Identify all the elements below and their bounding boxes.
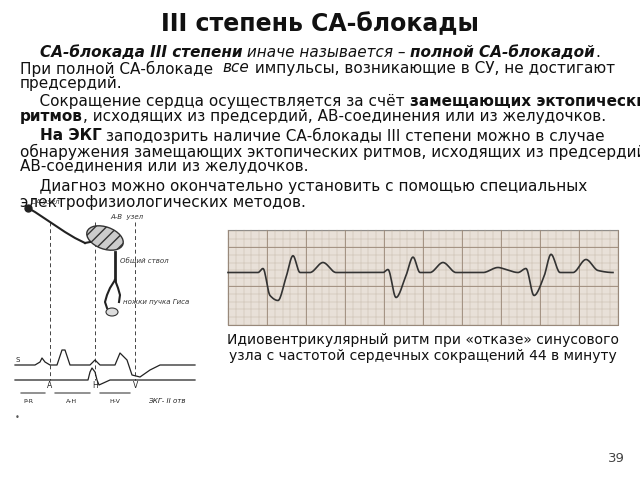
Text: иначе называется –: иначе называется –	[242, 45, 410, 60]
Ellipse shape	[87, 226, 124, 250]
Text: A-H: A-H	[67, 399, 77, 404]
Text: При полной СА-блокаде: При полной СА-блокаде	[20, 60, 223, 77]
Text: H: H	[92, 381, 98, 390]
Text: Диагноз можно окончательно установить с помощью специальных: Диагноз можно окончательно установить с …	[20, 179, 588, 194]
Text: H-V: H-V	[109, 399, 120, 404]
Text: ЭКГ- II отв: ЭКГ- II отв	[148, 398, 186, 404]
Text: Идиовентрикулярный ритм при «отказе» синусового
узла с частотой сердечных сокращ: Идиовентрикулярный ритм при «отказе» син…	[227, 333, 619, 363]
Text: полной СА-блокадой: полной СА-блокадой	[410, 45, 595, 60]
Text: все: все	[223, 60, 250, 75]
Text: •: •	[15, 413, 20, 422]
Text: СА узел: СА узел	[31, 199, 60, 205]
Text: СА-блокада III степени: СА-блокада III степени	[40, 45, 242, 60]
Text: ножки пучка Гиса: ножки пучка Гиса	[123, 299, 189, 305]
Text: Общий ствол: Общий ствол	[120, 258, 168, 264]
Text: заподозрить наличие СА-блокады III степени можно в случае: заподозрить наличие СА-блокады III степе…	[101, 128, 605, 144]
Text: На ЭКГ: На ЭКГ	[40, 128, 101, 143]
Ellipse shape	[106, 308, 118, 316]
Text: .: .	[595, 45, 600, 60]
Text: предсердий.: предсердий.	[20, 76, 123, 91]
Text: обнаружения замещающих эктопических ритмов, исходящих из предсердий,: обнаружения замещающих эктопических ритм…	[20, 144, 640, 159]
FancyBboxPatch shape	[228, 230, 618, 325]
Text: электрофизиологических методов.: электрофизиологических методов.	[20, 194, 306, 210]
Text: A: A	[47, 381, 52, 390]
Text: 39: 39	[608, 452, 625, 465]
Text: V: V	[133, 381, 138, 390]
Text: Сокращение сердца осуществляется за счёт: Сокращение сердца осуществляется за счёт	[20, 94, 410, 109]
Text: S: S	[15, 357, 19, 363]
Text: импульсы, возникающие в СУ, не достигают: импульсы, возникающие в СУ, не достигают	[250, 60, 615, 75]
Text: III степень СА-блокады: III степень СА-блокады	[161, 12, 479, 36]
Text: А-В  узел: А-В узел	[110, 214, 143, 220]
Text: ритмов: ритмов	[20, 109, 83, 124]
Text: АВ-соединения или из желудочков.: АВ-соединения или из желудочков.	[20, 159, 308, 174]
Text: P-R: P-R	[23, 399, 33, 404]
Text: , исходящих из предсердий, АВ-соединения или из желудочков.: , исходящих из предсердий, АВ-соединения…	[83, 109, 606, 124]
Text: замещающих эктопических: замещающих эктопических	[410, 94, 640, 109]
